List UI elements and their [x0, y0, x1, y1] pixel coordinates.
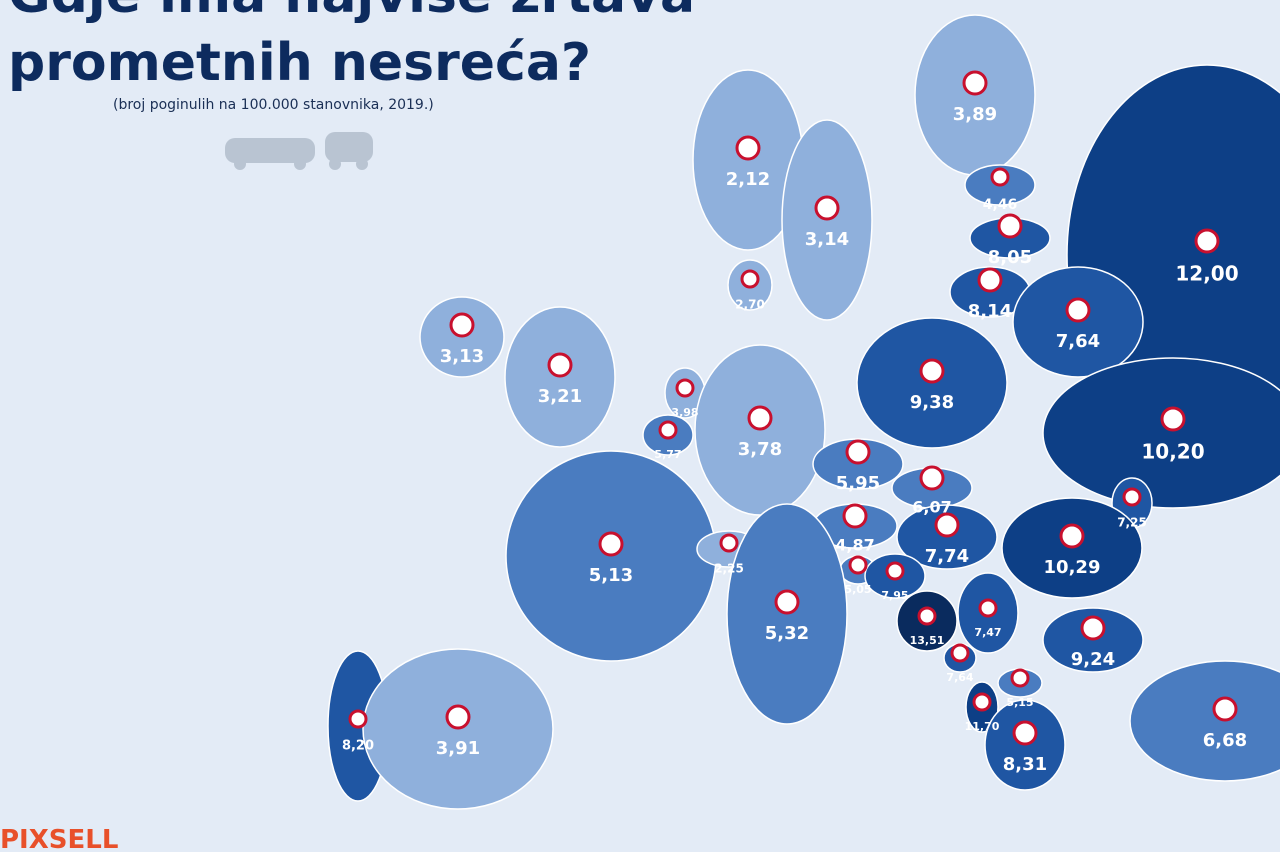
flag — [598, 531, 624, 557]
value-label: 12,00 — [1175, 262, 1238, 286]
cars-icon — [225, 132, 373, 170]
flag — [950, 643, 970, 663]
value-label: 7,64 — [1056, 331, 1100, 352]
value-label: 10,20 — [1141, 440, 1204, 464]
flag — [848, 555, 868, 575]
value-label: 7,74 — [925, 546, 969, 567]
value-label: 3,91 — [436, 738, 480, 759]
value-label: 8,05 — [988, 247, 1032, 268]
value-label: 3,14 — [805, 229, 849, 250]
flag — [885, 561, 905, 581]
value-label: 7,95 — [881, 589, 908, 602]
flag — [977, 267, 1003, 293]
flag — [1010, 668, 1030, 688]
flag — [449, 312, 475, 338]
flag — [348, 709, 368, 729]
title-line: Gdje ima najviše žrtava — [8, 0, 695, 25]
value-label: 3,78 — [738, 439, 782, 460]
logo: PIXSELL — [0, 825, 118, 852]
value-label: 7,47 — [974, 626, 1001, 639]
value-label: 3,89 — [953, 104, 997, 125]
flag — [1012, 720, 1038, 746]
country — [1129, 660, 1280, 782]
value-label: 8,14 — [968, 301, 1012, 322]
flag — [740, 269, 760, 289]
flag — [1080, 615, 1106, 641]
value-label: 13,51 — [910, 634, 945, 647]
flag — [934, 512, 960, 538]
flag — [919, 465, 945, 491]
value-label: 3,98 — [671, 406, 698, 419]
flag — [962, 70, 988, 96]
flag — [658, 420, 678, 440]
value-label: 2,70 — [735, 298, 765, 312]
flag — [917, 606, 937, 626]
subtitle: (broj poginulih na 100.000 stanovnika, 2… — [113, 97, 434, 113]
value-label: 7,25 — [1117, 516, 1147, 530]
flag — [445, 704, 471, 730]
title-line: prometnih nesreća? — [8, 33, 591, 93]
flag — [1212, 696, 1238, 722]
flag — [1059, 523, 1085, 549]
flag — [919, 358, 945, 384]
value-label: 6,07 — [912, 498, 951, 517]
value-label: 8,20 — [342, 739, 374, 754]
value-label: 5,95 — [836, 473, 880, 494]
flag — [774, 589, 800, 615]
flag — [842, 503, 868, 529]
value-label: 5,05 — [844, 583, 871, 596]
value-label: 4,46 — [983, 197, 1018, 213]
value-label: 3,13 — [440, 346, 484, 367]
flag — [735, 135, 761, 161]
value-label: 7,64 — [946, 671, 973, 684]
flag — [845, 439, 871, 465]
value-label: 4,87 — [835, 536, 874, 555]
value-label: 5,15 — [1006, 696, 1033, 709]
value-label: 10,29 — [1044, 557, 1101, 578]
flag — [978, 598, 998, 618]
value-label: 6,68 — [1203, 730, 1247, 751]
flag — [972, 692, 992, 712]
value-label: 3,21 — [538, 386, 582, 407]
value-label: 2,12 — [726, 169, 770, 190]
value-label: 11,70 — [965, 720, 1000, 733]
country — [1042, 357, 1280, 509]
flag — [675, 378, 695, 398]
value-label: 5,32 — [765, 623, 809, 644]
value-label: 9,38 — [910, 392, 954, 413]
flag — [1160, 406, 1186, 432]
value-label: 2,25 — [714, 562, 744, 576]
flag — [747, 405, 773, 431]
flag — [1122, 487, 1142, 507]
flag — [547, 352, 573, 378]
flag — [990, 167, 1010, 187]
flag — [1194, 228, 1220, 254]
value-label: 5,13 — [589, 565, 633, 586]
value-label: 9,24 — [1071, 649, 1115, 670]
value-label: 5,77 — [654, 448, 681, 461]
flag — [997, 213, 1023, 239]
flag — [1065, 297, 1091, 323]
countries — [327, 14, 1280, 810]
value-label: 8,31 — [1003, 754, 1047, 775]
flag — [719, 533, 739, 553]
flag — [814, 195, 840, 221]
